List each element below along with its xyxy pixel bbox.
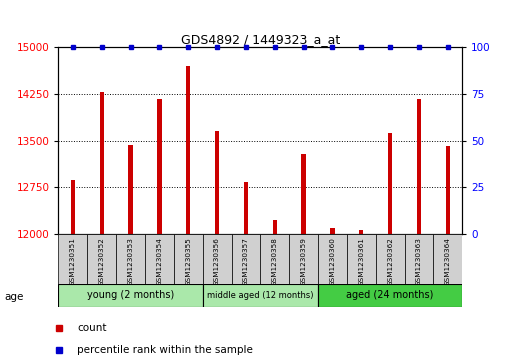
Text: count: count	[77, 323, 107, 333]
Bar	[330, 228, 335, 234]
Bar	[232, 234, 261, 285]
Text: young (2 months): young (2 months)	[87, 290, 174, 300]
Bar	[100, 92, 104, 234]
Bar	[289, 234, 318, 285]
Text: GSM1230359: GSM1230359	[301, 237, 307, 286]
Text: GSM1230355: GSM1230355	[185, 237, 191, 286]
Bar	[116, 234, 145, 285]
Bar	[446, 146, 450, 234]
Bar	[203, 234, 232, 285]
Bar	[203, 284, 318, 307]
Bar	[58, 234, 87, 285]
Text: GSM1230364: GSM1230364	[445, 237, 451, 286]
Bar	[157, 99, 162, 234]
Bar	[174, 234, 203, 285]
Text: aged (24 months): aged (24 months)	[346, 290, 434, 300]
Bar	[244, 182, 248, 234]
Bar	[347, 234, 376, 285]
Bar	[87, 234, 116, 285]
Bar	[301, 154, 306, 234]
Bar	[376, 234, 404, 285]
Text: age: age	[4, 291, 23, 302]
Text: GSM1230351: GSM1230351	[70, 237, 76, 286]
Bar	[215, 131, 219, 234]
Text: GSM1230354: GSM1230354	[156, 237, 163, 286]
Bar	[71, 180, 75, 234]
Bar	[388, 133, 392, 234]
Text: GSM1230353: GSM1230353	[128, 237, 134, 286]
Title: GDS4892 / 1449323_a_at: GDS4892 / 1449323_a_at	[181, 33, 340, 46]
Bar	[318, 234, 347, 285]
Text: GSM1230362: GSM1230362	[387, 237, 393, 286]
Bar	[186, 66, 190, 234]
Text: percentile rank within the sample: percentile rank within the sample	[77, 345, 253, 355]
Text: GSM1230357: GSM1230357	[243, 237, 249, 286]
Bar	[261, 234, 289, 285]
Text: GSM1230360: GSM1230360	[330, 237, 335, 286]
Text: GSM1230356: GSM1230356	[214, 237, 220, 286]
Bar	[129, 145, 133, 234]
Text: GSM1230358: GSM1230358	[272, 237, 278, 286]
Bar	[433, 234, 462, 285]
Bar	[404, 234, 433, 285]
Text: GSM1230361: GSM1230361	[358, 237, 364, 286]
Text: GSM1230352: GSM1230352	[99, 237, 105, 286]
Text: GSM1230363: GSM1230363	[416, 237, 422, 286]
Bar	[273, 220, 277, 234]
Bar	[318, 284, 462, 307]
Text: middle aged (12 months): middle aged (12 months)	[207, 291, 313, 300]
Bar	[359, 231, 364, 234]
Bar	[417, 99, 421, 234]
Bar	[58, 284, 203, 307]
Bar	[145, 234, 174, 285]
